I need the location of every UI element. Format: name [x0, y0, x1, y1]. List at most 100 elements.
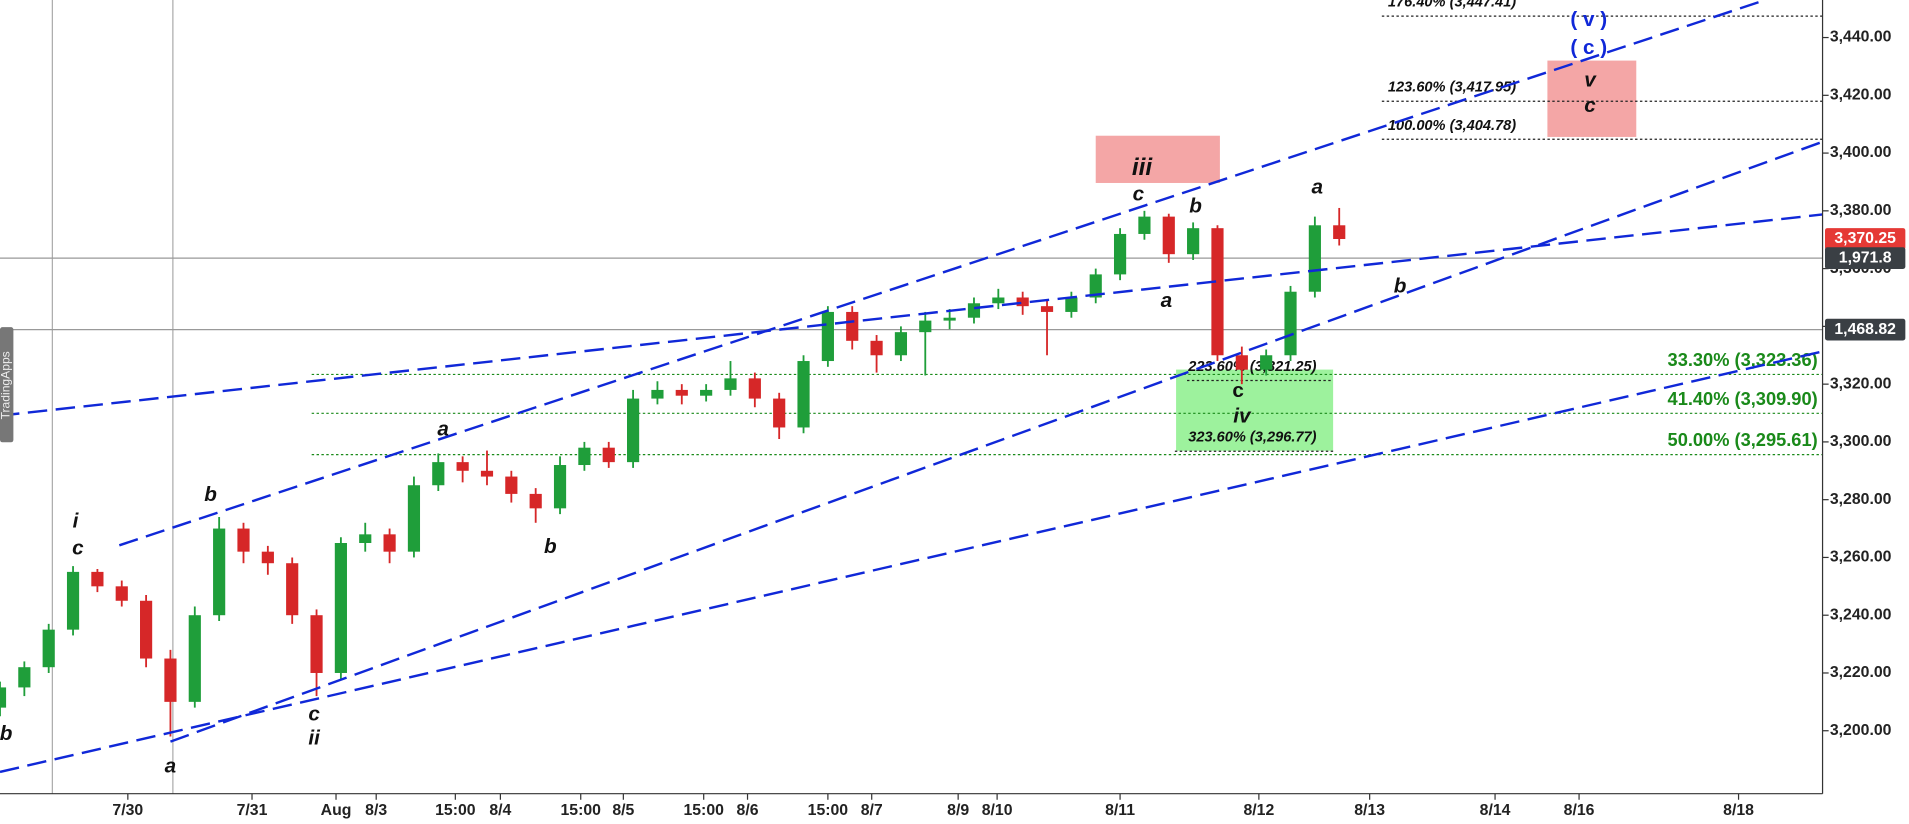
y-tick-label: 3,380.00 [1830, 202, 1892, 219]
candle-body [651, 389, 664, 399]
x-tick-label: 15:00 [808, 802, 849, 819]
x-tick-label: 8/4 [489, 802, 511, 819]
candle-body [66, 571, 80, 630]
level-label: 50.00% (3,295.61) [1668, 430, 1818, 450]
wave-label: b [204, 483, 217, 506]
side-tab-label: TradingApps [0, 351, 12, 419]
price-tag-label: 3,370.25 [1834, 230, 1896, 247]
trend-line [0, 213, 1823, 417]
y-tick-label: 3,420.00 [1830, 87, 1892, 104]
y-tick-label: 3,220.00 [1830, 664, 1892, 681]
candle-body [261, 551, 274, 564]
candle-body [967, 303, 981, 318]
candle-body [1065, 297, 1078, 312]
levels: 176.40% (3,447.41) 123.60% (3,417.95) 100.… [311, 0, 1823, 456]
candle-body [846, 311, 859, 341]
level-label: 176.40% (3,447.41) [1388, 0, 1516, 11]
wave-label: a [1312, 175, 1324, 198]
y-tick-label: 3,240.00 [1830, 606, 1892, 623]
trend-line [118, 0, 1766, 547]
wave-label: b [0, 722, 12, 745]
y-tick-label: 3,300.00 [1830, 433, 1892, 450]
candle-body [821, 311, 834, 362]
candle-body [529, 493, 542, 509]
candle-body [1138, 216, 1151, 234]
x-tick-label: 8/7 [861, 802, 883, 819]
candle-body [894, 332, 908, 356]
y-tick-label: 3,280.00 [1830, 491, 1892, 508]
x-tick-label: 7/31 [237, 802, 268, 819]
candle-body [188, 615, 201, 702]
candle-body [383, 534, 396, 552]
candle-body [334, 543, 347, 673]
x-tick-label: 8/11 [1105, 802, 1135, 819]
x-tick-label: 8/13 [1354, 802, 1385, 819]
candle-body [456, 462, 469, 471]
candle-body [1235, 355, 1248, 370]
wave-label: a [1161, 289, 1173, 312]
level-label: 100.00% (3,404.78) [1388, 118, 1516, 134]
candle-body [553, 465, 567, 509]
candle-body [797, 361, 810, 428]
wave-label: i [73, 510, 80, 533]
wave-label: iv [1233, 404, 1252, 427]
candle-body [42, 629, 55, 668]
candle-body [1113, 233, 1127, 275]
candle-body [626, 398, 640, 463]
wave-label: ( v ) [1570, 8, 1607, 31]
candle-body [432, 462, 445, 486]
wave-label: b [1189, 195, 1202, 218]
x-tick-label: 7/30 [112, 802, 143, 819]
y-tick-label: 3,200.00 [1830, 722, 1892, 739]
x-tick-label: 8/16 [1564, 802, 1595, 819]
y-tick-label: 3,440.00 [1830, 29, 1892, 46]
price-tag [1824, 228, 1906, 250]
candle-body [919, 320, 932, 333]
wave-label: c [72, 536, 84, 559]
trend-line [170, 140, 1823, 743]
candle-body [578, 447, 591, 466]
candle-body [1162, 216, 1175, 255]
candle-body [0, 687, 7, 708]
level-label: 33.30% (3,323.36) [1668, 350, 1818, 370]
x-tick-label: 15:00 [561, 802, 602, 819]
candle-body [1284, 291, 1297, 356]
candle-body [1260, 355, 1273, 370]
axis-labels: 3,200.00 3,220.00 3,240.00 3,260.00 3,280.00… [112, 29, 1906, 819]
candle-body [1089, 274, 1102, 298]
level-label: 223.60% (3,321.25) [1187, 359, 1316, 375]
target-box [1547, 60, 1637, 137]
wave-label: ( c ) [1570, 36, 1607, 59]
x-tick-label: 15:00 [435, 802, 476, 819]
candle-body [140, 600, 153, 659]
indicator-tag-label: 1,971.8 [1839, 249, 1892, 266]
candle-body [1016, 297, 1029, 307]
candle-body [91, 571, 104, 587]
candle-body [480, 470, 494, 477]
candles [0, 207, 1346, 737]
side-tab [0, 327, 14, 443]
y-tick-label: 3,320.00 [1830, 375, 1892, 392]
x-tick-label: 8/3 [365, 802, 387, 819]
candle-body [359, 534, 372, 544]
wave-label: b [1394, 275, 1407, 298]
y-tick-label: 3,400.00 [1830, 144, 1892, 161]
indicator-tag [1824, 318, 1906, 341]
wave-label: b [544, 535, 557, 558]
level-label: 123.60% (3,417.95) [1388, 80, 1516, 96]
candle-body [1333, 225, 1346, 240]
indicator-tag [1824, 247, 1906, 270]
candle-body [870, 340, 883, 356]
x-tick-label: Aug [321, 802, 352, 819]
wave-label: ii [308, 727, 321, 750]
wave-label: c [1133, 183, 1145, 206]
x-tick-label: 8/12 [1243, 802, 1274, 819]
x-tick-label: 8/6 [737, 802, 759, 819]
candle-body [237, 528, 250, 552]
x-tick-label: 8/5 [612, 802, 634, 819]
wave-label: c [1584, 94, 1596, 117]
wave-label: v [1584, 69, 1597, 92]
candle-body [602, 447, 615, 463]
